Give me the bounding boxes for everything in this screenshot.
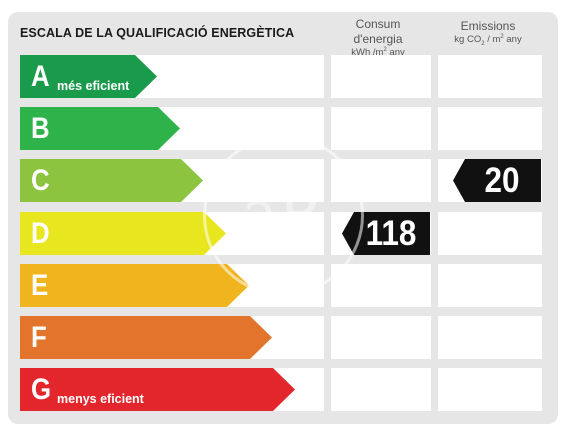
rating-sublabel-a: més eficient	[57, 79, 130, 93]
consum-cell-e	[331, 264, 431, 307]
emissions-cell-g	[438, 368, 542, 411]
rating-sublabel-g: menys eficient	[57, 392, 144, 406]
emissions-cell-e	[438, 264, 542, 307]
emissions-cell-d	[438, 212, 542, 255]
emissions-label: Emissions	[460, 19, 516, 33]
rating-bar-g	[20, 368, 295, 411]
consum-rating-arrow	[342, 212, 430, 255]
rating-letter-b: B	[31, 112, 50, 145]
rating-letter-a: A	[31, 60, 50, 93]
rating-bar-shape-b	[20, 107, 180, 150]
emissions-cell-b	[438, 107, 542, 150]
rating-bar-d	[20, 212, 226, 255]
emissions-column-header: Emissions kg CO2 / m2 any	[436, 19, 540, 49]
consum-cell-g	[331, 368, 431, 411]
rating-bar-a	[20, 55, 157, 98]
scale-title: ESCALA DE LA QUALIFICACIÓ ENERGÈTICA	[20, 26, 295, 40]
rating-bar-shape-f	[20, 316, 272, 359]
rating-bar-shape-c	[20, 159, 203, 202]
rating-bar-f	[20, 316, 272, 359]
rating-letter-d: D	[31, 217, 50, 250]
emissions-rating-arrow	[453, 159, 541, 202]
rating-bar-shape-e	[20, 264, 249, 307]
emissions-cell-f	[438, 316, 542, 359]
consum-cell-c	[331, 159, 431, 202]
emissions-cell-a	[438, 55, 542, 98]
consum-rating-value: 118	[365, 214, 417, 253]
emissions-unit: kg CO2 / m2 any	[454, 34, 522, 48]
rating-letter-c: C	[31, 164, 50, 197]
rating-bar-e	[20, 264, 249, 307]
rating-bar-c	[20, 159, 203, 202]
rating-letter-e: E	[31, 269, 49, 302]
rating-bar-shape-a	[20, 55, 157, 98]
rating-bar-shape-d	[20, 212, 226, 255]
rating-bar-b	[20, 107, 180, 150]
rating-letter-f: F	[31, 321, 47, 354]
consum-cell-f	[331, 316, 431, 359]
consum-label: Consum d'energia	[353, 17, 403, 46]
consum-column-header: Consum d'energia kWh /m2 any	[330, 17, 426, 59]
consum-cell-a	[331, 55, 431, 98]
rating-letter-g: G	[31, 373, 52, 406]
emissions-rating-value: 20	[484, 161, 520, 200]
rating-bar-shape-g	[20, 368, 295, 411]
consum-unit: kWh /m2 any	[351, 47, 405, 59]
consum-cell-b	[331, 107, 431, 150]
